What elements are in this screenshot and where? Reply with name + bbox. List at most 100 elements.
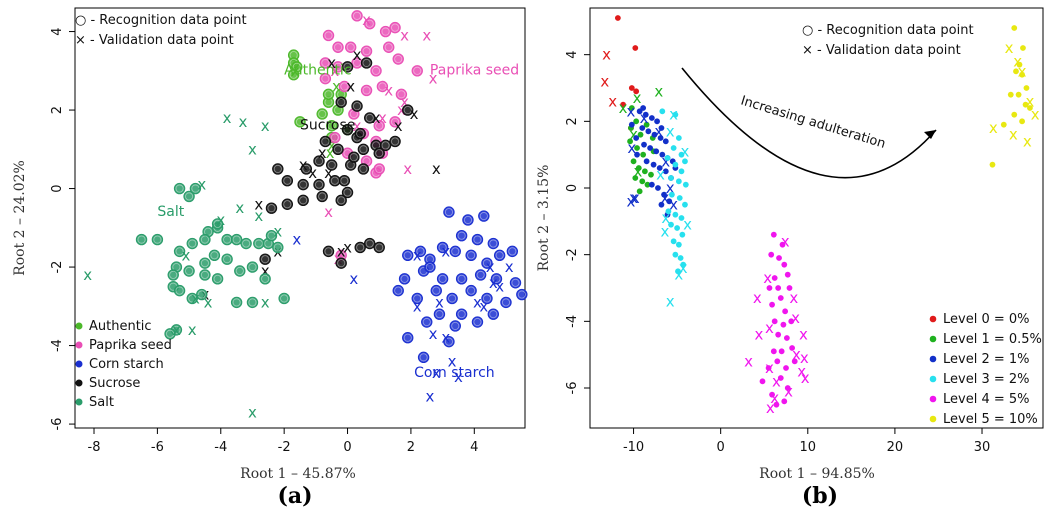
validation-point: x bbox=[337, 242, 346, 260]
validation-point: x bbox=[216, 211, 225, 229]
validation-point: x bbox=[441, 242, 450, 260]
recognition-point bbox=[784, 385, 791, 391]
recognition-point bbox=[376, 80, 389, 93]
recognition-point-ring bbox=[384, 43, 393, 52]
recognition-point-ring bbox=[232, 235, 241, 244]
validation-point: x bbox=[627, 139, 636, 157]
recognition-point bbox=[151, 233, 164, 246]
recognition-point-ring bbox=[340, 82, 349, 91]
recognition-point bbox=[635, 165, 642, 171]
recognition-point bbox=[135, 233, 148, 246]
recognition-point bbox=[640, 151, 647, 158]
recognition-point-ring bbox=[413, 66, 422, 75]
recognition-point bbox=[1019, 71, 1025, 78]
recognition-point bbox=[373, 147, 385, 159]
recognition-point bbox=[784, 271, 791, 278]
marker-legend-entry: × - Validation data point bbox=[802, 43, 961, 58]
validation-point: x bbox=[765, 359, 774, 377]
validation-point: x bbox=[330, 62, 339, 80]
recognition-point bbox=[493, 249, 506, 261]
recognition-point bbox=[278, 292, 290, 305]
recognition-point bbox=[657, 135, 664, 141]
marker-legend-entry: × - Validation data point bbox=[75, 33, 234, 48]
legend-label: Sucrose bbox=[89, 376, 140, 391]
recognition-point-ring bbox=[273, 243, 282, 252]
validation-point: x bbox=[1013, 52, 1022, 70]
validation-point: x bbox=[248, 140, 257, 158]
validation-point: x bbox=[631, 189, 640, 207]
validation-point: x bbox=[378, 109, 387, 127]
recognition-point bbox=[281, 198, 294, 210]
recognition-point bbox=[614, 15, 621, 21]
legend-swatch bbox=[75, 360, 83, 368]
recognition-point-ring bbox=[403, 251, 412, 260]
recognition-point bbox=[335, 96, 347, 108]
recognition-point-ring bbox=[495, 251, 504, 260]
validation-point: x bbox=[1023, 132, 1032, 150]
recognition-point bbox=[183, 265, 195, 277]
recognition-point bbox=[487, 237, 500, 250]
x-tick-label: 20 bbox=[887, 440, 904, 455]
y-tick-label: -2 bbox=[565, 248, 580, 261]
recognition-point-ring bbox=[200, 235, 209, 244]
recognition-point bbox=[639, 125, 646, 131]
recognition-point-ring bbox=[175, 286, 184, 295]
recognition-point-ring bbox=[315, 157, 324, 166]
recognition-point-ring bbox=[511, 278, 520, 287]
y-tick-label: -6 bbox=[50, 418, 65, 431]
validation-point: x bbox=[441, 329, 450, 347]
x-tick-label: -2 bbox=[278, 440, 291, 455]
recognition-point bbox=[297, 194, 309, 207]
recognition-point bbox=[789, 345, 796, 351]
validation-point: x bbox=[432, 364, 441, 382]
validation-point: x bbox=[633, 89, 642, 107]
recognition-point bbox=[665, 208, 672, 215]
x-tick-label: 4 bbox=[470, 440, 478, 455]
recognition-point bbox=[364, 112, 376, 124]
recognition-point-ring bbox=[232, 298, 241, 307]
validation-point: x bbox=[261, 117, 270, 135]
validation-point: x bbox=[410, 105, 419, 123]
recognition-point bbox=[455, 308, 468, 320]
recognition-point-ring bbox=[372, 66, 381, 75]
recognition-point-ring bbox=[359, 145, 368, 154]
recognition-point bbox=[632, 175, 639, 181]
recognition-point-ring bbox=[321, 58, 330, 67]
recognition-point bbox=[634, 151, 640, 158]
recognition-point-ring bbox=[188, 239, 197, 248]
recognition-point bbox=[771, 318, 778, 325]
recognition-point bbox=[678, 151, 685, 158]
recognition-point bbox=[783, 335, 790, 341]
recognition-point bbox=[281, 175, 294, 187]
recognition-point bbox=[345, 41, 357, 53]
recognition-point bbox=[211, 273, 224, 285]
recognition-point bbox=[462, 214, 474, 226]
x-tick-label: 0 bbox=[717, 440, 725, 455]
recognition-point-ring bbox=[451, 321, 460, 330]
recognition-point bbox=[637, 131, 644, 138]
recognition-point-ring bbox=[343, 188, 352, 197]
recognition-point bbox=[246, 261, 259, 273]
recognition-point bbox=[781, 398, 788, 405]
recognition-point-ring bbox=[248, 298, 257, 307]
recognition-point bbox=[500, 296, 512, 309]
recognition-point bbox=[628, 85, 635, 91]
validation-point: x bbox=[669, 196, 678, 214]
validation-point: x bbox=[660, 222, 669, 240]
recognition-point bbox=[648, 115, 655, 121]
cluster-annotation: Paprika seed bbox=[430, 63, 519, 79]
legend-label: Corn starch bbox=[89, 357, 164, 372]
recognition-point-ring bbox=[353, 11, 362, 20]
validation-point: x bbox=[188, 321, 197, 339]
legend-label: Level 5 = 10% bbox=[943, 412, 1038, 427]
y-axis-label: Root 2 – 24.02% bbox=[12, 160, 28, 276]
legend-swatch bbox=[929, 395, 937, 403]
legend-swatch bbox=[75, 379, 83, 387]
recognition-point bbox=[287, 69, 300, 81]
recognition-point-ring bbox=[375, 149, 384, 158]
recognition-point-ring bbox=[381, 141, 390, 150]
recognition-point-ring bbox=[346, 43, 355, 52]
recognition-point-ring bbox=[438, 274, 447, 283]
y-tick-label: 4 bbox=[50, 27, 65, 35]
